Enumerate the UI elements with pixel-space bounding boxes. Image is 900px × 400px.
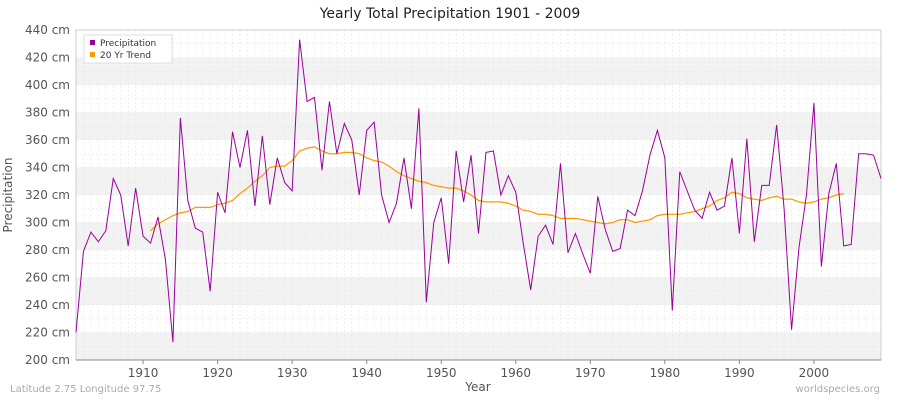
y-tick-label: 400 cm <box>25 78 70 92</box>
x-tick-label: 1990 <box>724 366 755 380</box>
location-label: Latitude 2.75 Longitude 97.75 <box>10 384 162 395</box>
y-axis-ticks: 200 cm 220 cm 240 cm 260 cm 280 cm 300 cm 320 … <box>25 23 70 367</box>
x-tick-label: 1960 <box>500 366 531 380</box>
x-tick-label: 1920 <box>202 366 233 380</box>
y-tick-label: 260 cm <box>25 271 70 285</box>
x-axis-title: Year <box>464 380 490 394</box>
credit-label: worldspecies.org <box>795 384 880 395</box>
x-tick-label: 1940 <box>351 366 382 380</box>
y-tick-label: 280 cm <box>25 243 70 257</box>
x-tick-label: 1980 <box>650 366 681 380</box>
legend-swatch-trend <box>90 52 95 57</box>
y-tick-label: 240 cm <box>25 298 70 312</box>
legend-swatch-precipitation <box>90 40 95 45</box>
y-tick-label: 320 cm <box>25 188 70 202</box>
y-tick-label: 200 cm <box>25 353 70 367</box>
x-tick-label: 1950 <box>426 366 457 380</box>
legend-label-trend: 20 Yr Trend <box>100 51 151 61</box>
x-tick-label: 1970 <box>575 366 606 380</box>
legend-label-precipitation: Precipitation <box>100 39 156 49</box>
x-tick-label: 1910 <box>128 366 159 380</box>
y-tick-label: 220 cm <box>25 326 70 340</box>
y-axis-title: Precipitation <box>1 157 15 232</box>
legend: Precipitation 20 Yr Trend <box>83 34 173 64</box>
x-tick-label: 1930 <box>277 366 308 380</box>
precipitation-series-line <box>75 39 882 343</box>
x-axis-ticks: 1910 1920 1930 1940 1950 1960 1970 1980 1990 2000 <box>128 360 829 380</box>
chart-title: Yearly Total Precipitation 1901 - 2009 <box>319 6 581 22</box>
x-tick-label: 2000 <box>799 366 830 380</box>
y-tick-label: 300 cm <box>25 216 70 230</box>
y-tick-label: 360 cm <box>25 133 70 147</box>
y-tick-label: 440 cm <box>25 23 70 37</box>
legend-box <box>83 34 173 64</box>
y-tick-label: 340 cm <box>25 161 70 175</box>
y-tick-label: 380 cm <box>25 106 70 120</box>
y-tick-label: 420 cm <box>25 51 70 65</box>
